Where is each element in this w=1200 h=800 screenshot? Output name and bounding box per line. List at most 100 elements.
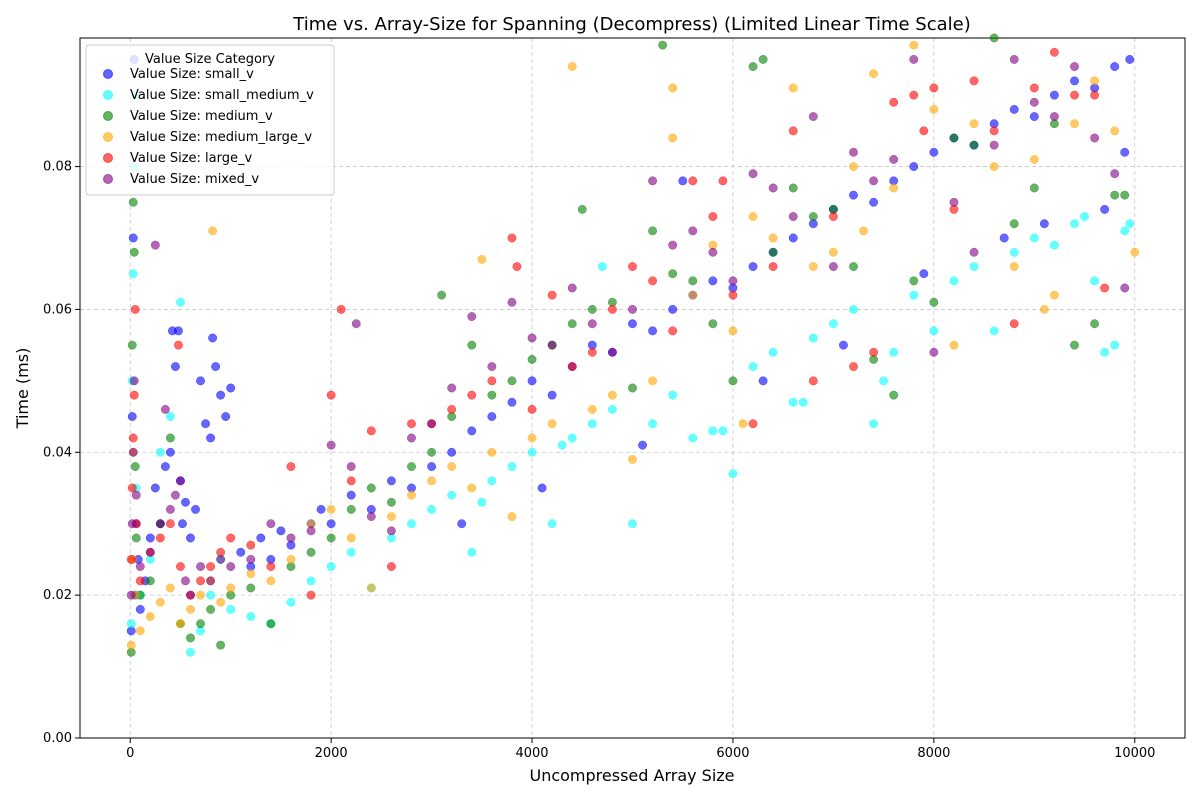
data-point — [1100, 204, 1110, 214]
data-point — [849, 162, 858, 172]
data-point — [266, 576, 276, 586]
data-point — [1070, 62, 1079, 72]
data-point — [869, 419, 879, 429]
data-point — [788, 212, 798, 222]
data-point — [808, 333, 818, 343]
data-point — [527, 433, 537, 443]
data-point — [128, 197, 138, 207]
data-point — [170, 362, 180, 372]
data-point — [226, 562, 236, 572]
data-point — [266, 519, 276, 529]
data-point — [748, 362, 758, 372]
data-point — [427, 419, 437, 429]
data-point — [407, 433, 416, 443]
data-point — [577, 204, 587, 214]
data-point — [909, 54, 919, 64]
data-point — [567, 62, 577, 72]
data-point — [326, 519, 336, 529]
data-point — [1029, 233, 1039, 243]
data-point — [547, 519, 557, 529]
data-point — [527, 376, 537, 386]
data-point — [1070, 219, 1079, 229]
data-point — [181, 497, 190, 507]
data-point — [366, 426, 376, 436]
data-point — [507, 376, 517, 386]
data-point — [160, 404, 170, 414]
data-point — [407, 519, 416, 529]
data-point — [999, 233, 1009, 243]
data-point — [135, 604, 145, 614]
data-point — [216, 390, 226, 400]
data-point — [386, 526, 396, 536]
data-point — [507, 462, 517, 472]
data-point — [668, 83, 678, 93]
y-tick-label: 0.04 — [43, 445, 72, 460]
data-point — [130, 304, 140, 314]
data-point — [128, 447, 138, 457]
data-point — [969, 119, 979, 129]
data-point — [547, 419, 557, 429]
data-point — [326, 390, 336, 400]
data-point — [869, 197, 879, 207]
series-3 — [126, 40, 1140, 650]
legend-marker — [103, 90, 113, 100]
data-point — [1070, 76, 1079, 86]
data-point — [1009, 247, 1019, 257]
data-point — [176, 562, 185, 572]
data-point — [768, 262, 778, 272]
data-point — [728, 326, 738, 336]
data-point — [487, 362, 497, 372]
data-point — [1029, 97, 1039, 107]
data-point — [226, 583, 236, 593]
data-point — [467, 426, 477, 436]
data-point — [527, 354, 537, 364]
data-point — [216, 640, 226, 650]
data-point — [628, 262, 637, 272]
data-point — [206, 576, 216, 586]
data-point — [351, 319, 361, 329]
data-point — [246, 583, 256, 593]
data-point — [196, 590, 205, 600]
data-point — [1029, 154, 1039, 164]
data-point — [708, 319, 718, 329]
data-point — [129, 390, 139, 400]
data-point — [386, 476, 396, 486]
data-point — [929, 83, 939, 93]
data-point — [849, 304, 858, 314]
data-point — [1110, 126, 1120, 136]
data-point — [165, 433, 175, 443]
legend-label: Value Size: small_v — [130, 67, 254, 82]
data-point — [266, 562, 276, 572]
data-point — [788, 233, 798, 243]
data-point — [286, 462, 296, 472]
data-point — [628, 383, 637, 393]
data-point — [527, 333, 537, 343]
data-point — [688, 276, 698, 286]
data-point — [145, 612, 155, 622]
data-point — [567, 362, 577, 372]
y-tick-label: 0.08 — [43, 160, 72, 175]
data-point — [889, 347, 899, 357]
data-point — [427, 476, 437, 486]
data-point — [1110, 190, 1120, 200]
data-point — [668, 304, 678, 314]
data-point — [1009, 104, 1019, 114]
data-point — [135, 576, 145, 586]
legend-marker — [103, 111, 113, 121]
data-point — [1090, 276, 1100, 286]
data-point — [808, 212, 818, 222]
data-point — [1049, 240, 1059, 250]
data-point — [587, 404, 597, 414]
data-point — [126, 554, 136, 564]
data-point — [487, 390, 497, 400]
data-point — [929, 147, 939, 157]
data-point — [201, 419, 211, 429]
data-point — [226, 604, 236, 614]
data-point — [969, 262, 979, 272]
data-point — [507, 397, 517, 407]
data-point — [728, 469, 738, 479]
data-point — [1100, 283, 1110, 293]
data-point — [507, 233, 517, 243]
data-point — [306, 590, 316, 600]
data-point — [879, 376, 889, 386]
